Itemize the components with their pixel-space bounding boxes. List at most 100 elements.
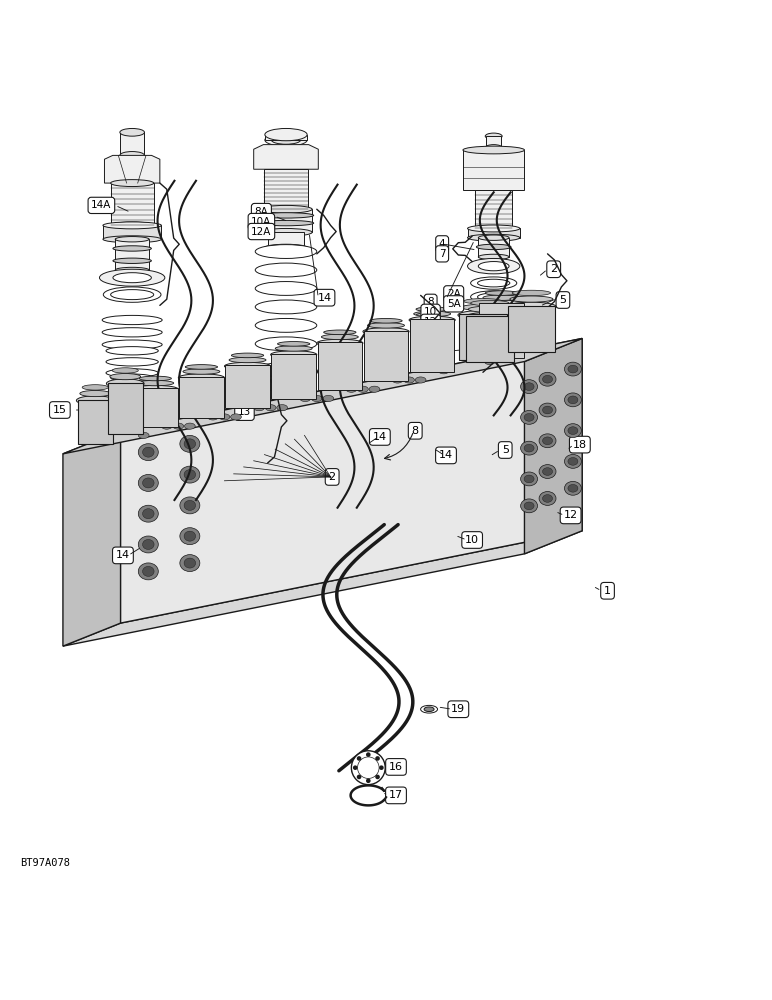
Ellipse shape bbox=[138, 536, 158, 553]
Ellipse shape bbox=[115, 267, 149, 273]
Ellipse shape bbox=[404, 377, 415, 383]
FancyBboxPatch shape bbox=[272, 354, 316, 399]
Text: 13: 13 bbox=[238, 407, 251, 417]
Ellipse shape bbox=[520, 472, 537, 486]
Ellipse shape bbox=[263, 365, 309, 378]
Ellipse shape bbox=[103, 236, 161, 243]
Ellipse shape bbox=[485, 358, 495, 365]
Ellipse shape bbox=[471, 300, 509, 306]
Circle shape bbox=[357, 757, 379, 778]
Bar bbox=[486, 136, 501, 148]
Ellipse shape bbox=[392, 377, 403, 383]
Ellipse shape bbox=[264, 475, 308, 485]
Ellipse shape bbox=[471, 277, 516, 289]
Ellipse shape bbox=[208, 414, 218, 420]
Ellipse shape bbox=[108, 416, 156, 424]
Ellipse shape bbox=[478, 293, 510, 301]
Ellipse shape bbox=[564, 393, 581, 407]
Circle shape bbox=[357, 756, 361, 761]
Ellipse shape bbox=[471, 291, 516, 303]
Text: 10A: 10A bbox=[251, 217, 272, 227]
Ellipse shape bbox=[256, 337, 317, 351]
Circle shape bbox=[353, 765, 357, 770]
Ellipse shape bbox=[103, 222, 161, 229]
Ellipse shape bbox=[469, 306, 511, 312]
Ellipse shape bbox=[143, 539, 154, 549]
Ellipse shape bbox=[568, 365, 578, 373]
Text: 14: 14 bbox=[373, 432, 387, 442]
Ellipse shape bbox=[137, 380, 174, 386]
Ellipse shape bbox=[120, 128, 144, 136]
Polygon shape bbox=[120, 338, 582, 623]
Circle shape bbox=[366, 752, 371, 757]
Ellipse shape bbox=[104, 408, 160, 416]
Ellipse shape bbox=[539, 403, 556, 417]
Bar bbox=[479, 238, 509, 257]
Text: 8A: 8A bbox=[255, 207, 268, 217]
Ellipse shape bbox=[185, 365, 218, 369]
Bar bbox=[265, 169, 307, 209]
Polygon shape bbox=[266, 135, 306, 140]
FancyBboxPatch shape bbox=[410, 319, 455, 372]
Ellipse shape bbox=[110, 222, 154, 229]
Ellipse shape bbox=[185, 423, 195, 429]
Ellipse shape bbox=[323, 330, 356, 335]
Ellipse shape bbox=[415, 377, 426, 383]
Circle shape bbox=[357, 775, 361, 779]
Ellipse shape bbox=[76, 396, 114, 405]
Ellipse shape bbox=[100, 269, 165, 286]
Ellipse shape bbox=[524, 414, 534, 421]
Text: 19: 19 bbox=[452, 704, 466, 714]
Ellipse shape bbox=[184, 439, 195, 449]
Ellipse shape bbox=[265, 244, 307, 251]
Ellipse shape bbox=[300, 395, 310, 402]
Ellipse shape bbox=[120, 152, 144, 159]
Ellipse shape bbox=[564, 454, 581, 468]
Ellipse shape bbox=[520, 410, 537, 424]
Ellipse shape bbox=[259, 396, 313, 408]
Ellipse shape bbox=[184, 470, 195, 480]
Ellipse shape bbox=[143, 509, 154, 519]
Ellipse shape bbox=[468, 234, 520, 241]
Text: 6: 6 bbox=[438, 353, 445, 363]
Text: 8: 8 bbox=[411, 426, 418, 436]
Ellipse shape bbox=[256, 300, 317, 314]
Ellipse shape bbox=[265, 134, 307, 146]
Text: 14A: 14A bbox=[91, 200, 112, 210]
Circle shape bbox=[379, 765, 384, 770]
Ellipse shape bbox=[543, 406, 553, 414]
Bar bbox=[115, 239, 149, 270]
Ellipse shape bbox=[543, 495, 553, 502]
Ellipse shape bbox=[311, 395, 322, 402]
Ellipse shape bbox=[357, 386, 368, 392]
Ellipse shape bbox=[543, 437, 553, 445]
Ellipse shape bbox=[486, 145, 502, 151]
Ellipse shape bbox=[479, 300, 524, 308]
FancyBboxPatch shape bbox=[107, 383, 143, 434]
Polygon shape bbox=[63, 431, 120, 646]
Ellipse shape bbox=[110, 374, 141, 380]
Ellipse shape bbox=[265, 128, 307, 141]
Polygon shape bbox=[468, 228, 520, 238]
Ellipse shape bbox=[271, 351, 317, 358]
Text: 7: 7 bbox=[438, 249, 445, 259]
Ellipse shape bbox=[512, 290, 550, 296]
Bar bbox=[120, 132, 144, 155]
Ellipse shape bbox=[138, 563, 158, 580]
Ellipse shape bbox=[369, 386, 380, 392]
Ellipse shape bbox=[259, 453, 313, 468]
Ellipse shape bbox=[259, 213, 313, 218]
Text: 9: 9 bbox=[241, 387, 248, 397]
Ellipse shape bbox=[465, 312, 515, 322]
Ellipse shape bbox=[367, 323, 405, 328]
Text: 14: 14 bbox=[439, 450, 453, 460]
FancyBboxPatch shape bbox=[364, 331, 408, 381]
Text: 17: 17 bbox=[389, 790, 403, 800]
Ellipse shape bbox=[409, 316, 455, 324]
Text: 16: 16 bbox=[389, 762, 403, 772]
Ellipse shape bbox=[108, 426, 156, 434]
Ellipse shape bbox=[143, 447, 154, 457]
Ellipse shape bbox=[180, 466, 200, 483]
Ellipse shape bbox=[180, 435, 200, 452]
Ellipse shape bbox=[184, 531, 195, 541]
